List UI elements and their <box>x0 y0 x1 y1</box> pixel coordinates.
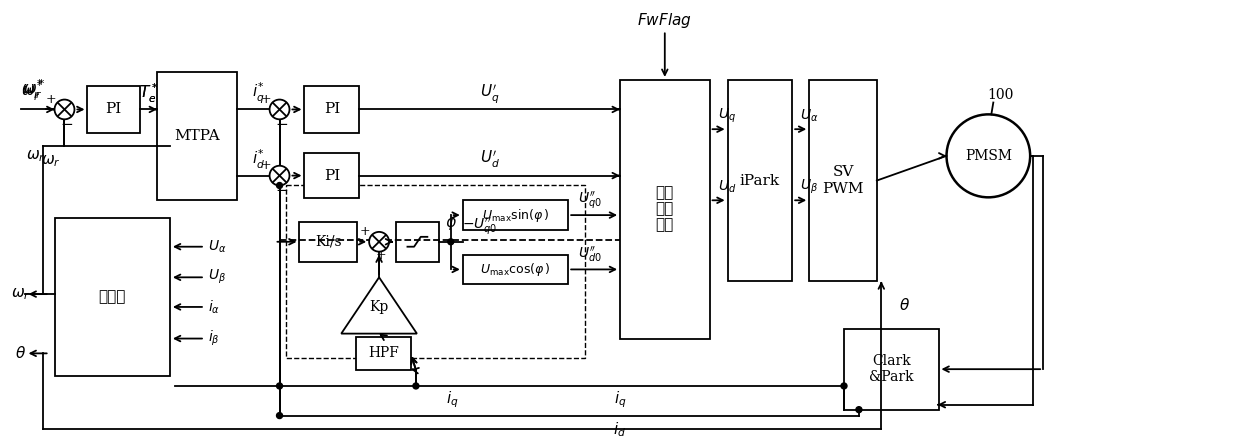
Text: $i_\beta$: $i_\beta$ <box>208 329 219 348</box>
Polygon shape <box>341 277 416 333</box>
Circle shape <box>276 413 282 418</box>
Bar <box>727 80 792 281</box>
Circle shape <box>270 166 290 186</box>
Bar <box>305 153 359 198</box>
Text: $\omega_r^*$: $\omega_r^*$ <box>21 80 43 103</box>
Text: $U_{\rm max}{\rm sin}(\varphi\,)$: $U_{\rm max}{\rm sin}(\varphi\,)$ <box>482 207 549 224</box>
Text: Clark
&Park: Clark &Park <box>869 354 913 384</box>
Text: +: + <box>359 225 370 238</box>
Text: $T_e^*$: $T_e^*$ <box>139 82 159 105</box>
Bar <box>300 222 357 261</box>
Text: $i_q$: $i_q$ <box>446 389 458 410</box>
Text: 100: 100 <box>987 88 1014 101</box>
Text: +: + <box>46 93 56 106</box>
Text: $U_\beta$: $U_\beta$ <box>800 177 818 196</box>
Circle shape <box>413 383 419 389</box>
Text: $\theta$: $\theta$ <box>900 297 911 313</box>
Text: $\omega_r$: $\omega_r$ <box>26 148 46 164</box>
Text: $i_q$: $i_q$ <box>613 389 626 410</box>
Text: $U_{\rm max}{\rm cos}(\varphi\,)$: $U_{\rm max}{\rm cos}(\varphi\,)$ <box>481 261 551 278</box>
Text: PI: PI <box>105 102 121 116</box>
Text: $\omega_r^*$: $\omega_r^*$ <box>21 78 43 101</box>
Circle shape <box>276 383 282 389</box>
Text: $U_\alpha$: $U_\alpha$ <box>208 239 227 255</box>
Text: $\omega_r$: $\omega_r$ <box>41 153 61 169</box>
Text: $U_d$: $U_d$ <box>717 178 736 194</box>
Text: +: + <box>260 159 271 172</box>
Bar <box>286 186 585 358</box>
Text: PMSM: PMSM <box>965 149 1012 163</box>
Bar <box>55 218 170 376</box>
Text: iPark: iPark <box>740 173 779 188</box>
Text: $i_q^{*}$: $i_q^{*}$ <box>252 81 264 106</box>
Bar <box>157 72 237 200</box>
Text: $i_d$: $i_d$ <box>613 420 627 439</box>
Text: $FwFlag$: $FwFlag$ <box>637 11 693 30</box>
Text: −: − <box>275 118 287 132</box>
Text: $U_d'$: $U_d'$ <box>479 149 499 170</box>
Text: 弱磁
切换
开关: 弱磁 切换 开关 <box>655 186 674 232</box>
Text: $-U_{q0}''$: $-U_{q0}''$ <box>462 215 497 236</box>
Text: −: − <box>275 185 287 198</box>
Text: $T_e^*$: $T_e^*$ <box>139 82 159 105</box>
Circle shape <box>270 100 290 119</box>
Circle shape <box>447 239 453 245</box>
Bar <box>462 255 569 284</box>
Text: PI: PI <box>323 102 339 116</box>
Text: $i_d^{*}$: $i_d^{*}$ <box>252 148 265 171</box>
Circle shape <box>276 182 282 189</box>
Circle shape <box>369 232 389 252</box>
Bar <box>620 80 710 338</box>
Text: 观测器: 观测器 <box>99 290 126 304</box>
Text: MTPA: MTPA <box>175 129 219 143</box>
Bar <box>305 86 359 133</box>
Text: PI: PI <box>323 169 339 183</box>
Text: $U_{d0}''$: $U_{d0}''$ <box>579 245 602 264</box>
Text: $U_\beta$: $U_\beta$ <box>208 268 225 287</box>
Text: HPF: HPF <box>368 346 399 360</box>
Text: $U_{q0}''$: $U_{q0}''$ <box>579 190 602 211</box>
Text: $U_q'$: $U_q'$ <box>479 82 499 105</box>
Bar <box>396 222 439 261</box>
Circle shape <box>947 114 1030 197</box>
Text: Kp: Kp <box>369 300 389 314</box>
Text: $\omega_r$: $\omega_r$ <box>11 286 31 302</box>
Text: $\theta$: $\theta$ <box>15 346 26 361</box>
Bar <box>844 329 939 409</box>
Text: −: − <box>61 118 73 132</box>
Bar <box>88 86 140 133</box>
Text: $U_q$: $U_q$ <box>717 106 736 125</box>
Text: $U_\alpha$: $U_\alpha$ <box>800 107 819 123</box>
Circle shape <box>856 407 862 413</box>
Text: $\varphi$: $\varphi$ <box>445 216 457 232</box>
Text: Ki/s: Ki/s <box>315 235 342 249</box>
Text: $\omega_r^*$: $\omega_r^*$ <box>22 78 46 101</box>
Text: +: + <box>375 249 387 262</box>
Text: +: + <box>260 93 271 106</box>
Bar <box>356 337 411 370</box>
Circle shape <box>841 383 847 389</box>
Bar <box>462 200 569 230</box>
Circle shape <box>55 100 74 119</box>
Bar <box>809 80 877 281</box>
Text: $i_\alpha$: $i_\alpha$ <box>208 298 221 316</box>
Text: SV
PWM: SV PWM <box>823 165 864 196</box>
